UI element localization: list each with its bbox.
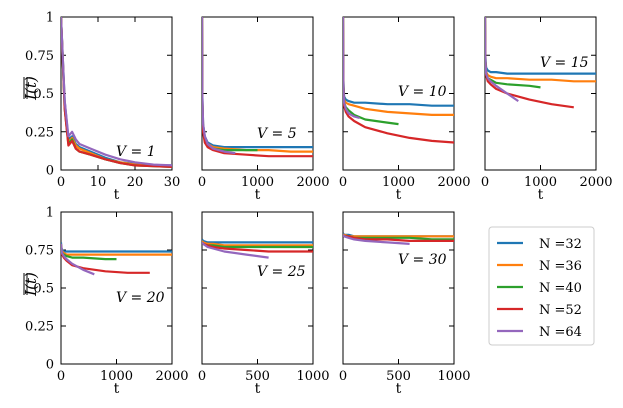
x-tick-label: 1000 xyxy=(296,369,329,384)
series-line-N-64 xyxy=(202,241,269,259)
series-line-N-40 xyxy=(343,17,399,126)
series-line-N-64 xyxy=(202,17,236,155)
x-tick-label: 20 xyxy=(127,175,144,190)
x-axis-label: t xyxy=(255,187,261,203)
legend-entry: N =64 xyxy=(539,325,582,340)
x-tick-label: 2000 xyxy=(155,369,188,384)
panel-annotation: V = 25 xyxy=(257,264,306,280)
legend-entry: N =52 xyxy=(539,303,582,318)
x-tick-label: 0 xyxy=(339,175,347,190)
series-line-N-64 xyxy=(485,17,519,103)
y-tick-label: 1 xyxy=(46,11,54,26)
panel-annotation: V = 30 xyxy=(398,252,447,268)
panel-annotation: V = 15 xyxy=(540,55,589,71)
panel-annotation: V = 5 xyxy=(257,126,297,142)
series-line-N-64 xyxy=(61,243,95,276)
panel-frame xyxy=(484,16,597,171)
x-tick-label: 1000 xyxy=(100,369,133,384)
x-tick-label: 500 xyxy=(386,369,411,384)
panel-2: 0 1000 2000 t V = 5 xyxy=(198,16,330,203)
series-line-N-32 xyxy=(202,238,313,244)
panel-annotation: V = 1 xyxy=(116,144,156,160)
panel-frame xyxy=(60,211,173,365)
series-line-N-64 xyxy=(343,17,360,120)
x-tick-label: 0 xyxy=(198,175,206,190)
series-line-N-64 xyxy=(343,234,410,245)
panel-annotation: V = 20 xyxy=(116,290,165,306)
x-tick-label: 1000 xyxy=(382,175,415,190)
x-tick-label: 2000 xyxy=(437,175,470,190)
y-tick-label: 0.25 xyxy=(25,125,54,140)
x-axis-label: t xyxy=(396,381,402,397)
x-tick-label: 0 xyxy=(198,369,206,384)
y-axis-label-row-1: I(t) xyxy=(22,76,40,101)
x-tick-label: 1000 xyxy=(437,369,470,384)
x-tick-label: 2000 xyxy=(296,175,329,190)
panel-6: 0 500 1000 t V = 25 xyxy=(198,211,330,397)
legend-entry: N =36 xyxy=(539,259,582,274)
y-tick-label: 0.5 xyxy=(33,87,54,102)
panel-annotation: V = 10 xyxy=(398,84,447,100)
series-line-N-36 xyxy=(343,233,454,238)
x-tick-label: 0 xyxy=(57,369,65,384)
series-line-N-36 xyxy=(61,243,172,256)
y-tick-label: 0.25 xyxy=(25,320,54,335)
y-tick-label: 0 xyxy=(46,164,54,179)
legend-entry: N =32 xyxy=(539,237,582,252)
y-tick-label: 0.75 xyxy=(25,244,54,259)
x-tick-label: 0 xyxy=(481,175,489,190)
x-tick-label: 1000 xyxy=(524,175,557,190)
series-line-N-40 xyxy=(202,17,258,152)
x-tick-label: 0 xyxy=(339,369,347,384)
legend-box xyxy=(488,226,595,346)
x-axis-label: t xyxy=(538,187,544,203)
series-line-N-32 xyxy=(61,242,172,253)
series-line-N-36 xyxy=(202,240,313,247)
panel-3: 0 1000 2000 t V = 10 xyxy=(339,16,471,203)
legend: N =32 N =36 N =40 N =52 N =64 xyxy=(488,226,595,346)
y-axis-label-row-2: I(t) xyxy=(22,272,40,297)
series-line-N-52 xyxy=(61,17,172,168)
x-tick-label: 2000 xyxy=(579,175,612,190)
panel-frame xyxy=(342,211,455,365)
x-axis-label: t xyxy=(114,381,120,397)
panel-5: 0 0.25 0.5 0.75 1 0 1000 2000 t V = 20 xyxy=(25,206,189,398)
legend-entry: N =40 xyxy=(539,281,582,296)
series-line-N-64 xyxy=(61,17,172,167)
series-line-N-36 xyxy=(485,17,596,83)
x-axis-label: t xyxy=(114,187,120,203)
y-tick-label: 0 xyxy=(46,358,54,373)
panel-4: 0 1000 2000 t V = 15 xyxy=(481,16,613,203)
y-tick-label: 0.5 xyxy=(33,282,54,297)
y-tick-label: 1 xyxy=(46,206,54,221)
series-line-N-36 xyxy=(343,17,454,117)
panel-frame xyxy=(201,211,314,365)
x-tick-label: 0 xyxy=(57,175,65,190)
panel-7: 0 500 1000 t V = 30 xyxy=(339,211,471,397)
x-tick-label: 1000 xyxy=(241,175,274,190)
x-axis-label: t xyxy=(255,381,261,397)
x-tick-label: 500 xyxy=(245,369,270,384)
x-axis-label: t xyxy=(396,187,402,203)
x-tick-label: 10 xyxy=(90,175,107,190)
y-tick-label: 0.75 xyxy=(25,49,54,64)
x-tick-label: 30 xyxy=(164,175,181,190)
